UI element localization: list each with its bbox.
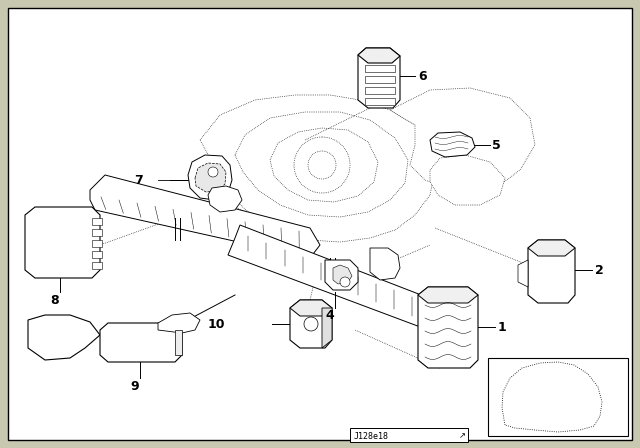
Polygon shape [290,300,332,316]
Circle shape [294,137,350,193]
Text: 6: 6 [418,69,427,82]
Text: 7: 7 [134,173,143,186]
Polygon shape [158,313,200,333]
Text: ↗: ↗ [458,431,465,440]
Polygon shape [92,262,102,269]
Polygon shape [358,48,400,63]
Polygon shape [290,300,332,348]
Polygon shape [228,225,465,340]
Polygon shape [200,95,435,242]
Circle shape [208,167,218,177]
Polygon shape [365,76,395,83]
Polygon shape [92,251,102,258]
Polygon shape [528,240,575,303]
Polygon shape [28,315,100,360]
Polygon shape [418,287,478,303]
Polygon shape [502,362,602,432]
Polygon shape [25,207,100,278]
Circle shape [304,317,318,331]
Polygon shape [418,287,478,368]
Polygon shape [365,98,395,105]
Polygon shape [195,163,226,192]
Polygon shape [518,260,528,287]
Polygon shape [430,132,475,157]
Text: 10: 10 [207,318,225,331]
Polygon shape [333,265,352,284]
Circle shape [308,151,336,179]
Bar [488,358,628,436]
Text: J128e18: J128e18 [354,431,389,440]
Polygon shape [365,87,395,94]
Polygon shape [92,229,102,236]
Text: 4: 4 [326,309,334,322]
Polygon shape [370,248,400,280]
Circle shape [340,277,350,287]
Text: 2: 2 [595,263,604,276]
Polygon shape [390,88,535,192]
Text: 1: 1 [498,320,507,333]
Polygon shape [270,128,378,202]
Polygon shape [92,218,102,225]
Polygon shape [430,155,505,205]
Polygon shape [365,65,395,72]
Polygon shape [100,323,182,362]
Text: 8: 8 [51,293,60,306]
Polygon shape [358,48,400,108]
Polygon shape [325,260,358,290]
Polygon shape [188,155,232,200]
Text: 5: 5 [492,138,500,151]
Bar [350,428,468,442]
Polygon shape [92,240,102,247]
Polygon shape [90,175,320,258]
Polygon shape [175,330,182,355]
Polygon shape [208,186,242,212]
Text: 9: 9 [131,379,140,392]
Polygon shape [235,112,408,217]
Polygon shape [322,308,332,348]
Polygon shape [528,240,575,256]
